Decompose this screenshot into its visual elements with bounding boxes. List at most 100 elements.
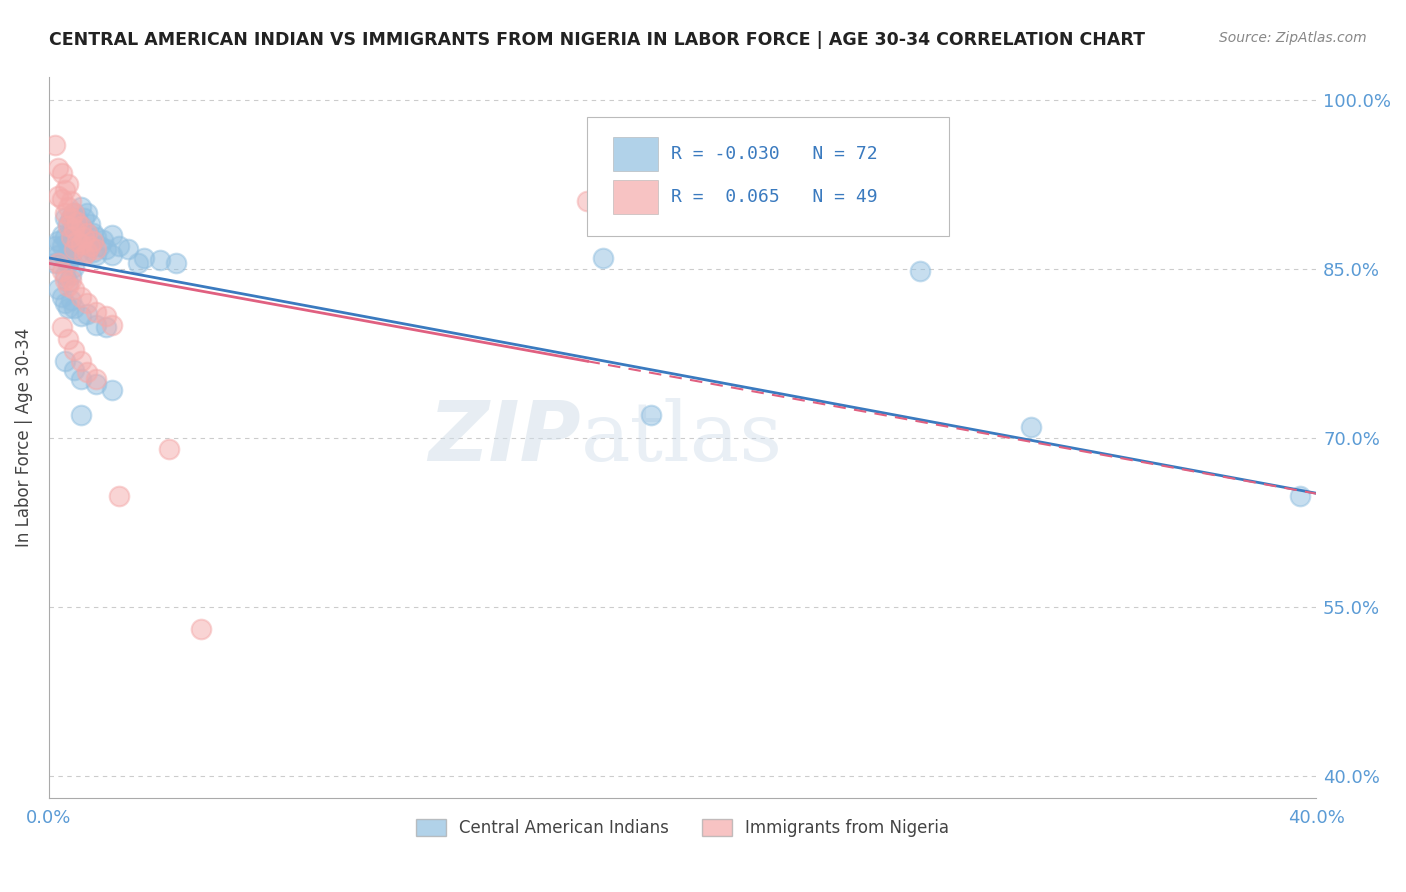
Point [76, 226, 98, 240]
Point [48, 234, 70, 248]
Point [53, 268, 76, 282]
Point [44, 138, 66, 153]
Point [53, 273, 76, 287]
Point [51, 239, 73, 253]
Point [73, 230, 96, 244]
FancyBboxPatch shape [588, 117, 949, 236]
Point [51, 290, 73, 304]
Point [44, 239, 66, 253]
Point [76, 366, 98, 380]
Text: R =  0.065   N = 49: R = 0.065 N = 49 [671, 188, 877, 206]
Point [56, 237, 79, 252]
Point [51, 320, 73, 334]
Point [60, 230, 83, 244]
Point [63, 343, 86, 357]
Point [56, 278, 79, 293]
Point [63, 242, 86, 256]
Point [66, 234, 89, 248]
Point [576, 194, 599, 209]
Point [1019, 419, 1042, 434]
Point [107, 239, 129, 253]
Point [69, 237, 91, 252]
Point [86, 372, 108, 386]
Point [86, 230, 108, 244]
Point [53, 211, 76, 226]
Point [76, 226, 98, 240]
Point [157, 442, 180, 456]
Point [60, 273, 83, 287]
Point [69, 309, 91, 323]
Point [82, 234, 104, 248]
Point [48, 188, 70, 202]
Point [89, 239, 111, 253]
Point [53, 354, 76, 368]
Point [86, 318, 108, 333]
Point [76, 244, 98, 259]
Point [60, 211, 83, 226]
Text: ZIP: ZIP [429, 397, 581, 478]
Point [53, 295, 76, 310]
Point [101, 384, 124, 398]
Point [107, 489, 129, 503]
Point [165, 256, 187, 270]
Point [56, 256, 79, 270]
Point [48, 161, 70, 175]
Point [51, 228, 73, 243]
Point [69, 372, 91, 386]
Point [69, 219, 91, 233]
Point [86, 304, 108, 318]
Point [63, 260, 86, 274]
Text: R = -0.030   N = 72: R = -0.030 N = 72 [671, 145, 877, 163]
Point [132, 251, 155, 265]
Point [66, 230, 89, 244]
Point [69, 219, 91, 233]
Point [63, 301, 86, 316]
Point [94, 309, 117, 323]
Point [592, 251, 614, 265]
Point [82, 226, 104, 240]
Point [86, 248, 108, 262]
Point [66, 214, 89, 228]
Point [48, 248, 70, 262]
Point [56, 200, 79, 214]
Point [640, 409, 662, 423]
Point [101, 248, 124, 262]
Point [44, 256, 66, 270]
Point [63, 205, 86, 219]
Point [66, 211, 89, 226]
Point [60, 268, 83, 282]
Point [69, 200, 91, 214]
Point [53, 183, 76, 197]
Point [76, 307, 98, 321]
Point [63, 242, 86, 256]
Point [51, 166, 73, 180]
Point [63, 222, 86, 236]
Point [51, 192, 73, 206]
Point [63, 205, 86, 219]
Point [94, 242, 117, 256]
Point [56, 178, 79, 192]
Point [73, 211, 96, 226]
Point [53, 251, 76, 265]
Point [56, 301, 79, 316]
Point [53, 230, 76, 244]
Point [76, 244, 98, 259]
Point [56, 219, 79, 233]
Point [76, 205, 98, 219]
Point [127, 256, 149, 270]
Point [117, 242, 139, 256]
FancyBboxPatch shape [613, 136, 658, 171]
Point [149, 252, 172, 267]
Text: CENTRAL AMERICAN INDIAN VS IMMIGRANTS FROM NIGERIA IN LABOR FORCE | AGE 30-34 CO: CENTRAL AMERICAN INDIAN VS IMMIGRANTS FR… [49, 31, 1146, 49]
Point [79, 239, 101, 253]
Point [73, 230, 96, 244]
Y-axis label: In Labor Force | Age 30-34: In Labor Force | Age 30-34 [15, 328, 32, 548]
Point [60, 293, 83, 308]
Point [69, 354, 91, 368]
FancyBboxPatch shape [613, 180, 658, 214]
Point [63, 363, 86, 377]
Point [79, 217, 101, 231]
Point [76, 295, 98, 310]
Point [101, 228, 124, 243]
Point [69, 237, 91, 252]
